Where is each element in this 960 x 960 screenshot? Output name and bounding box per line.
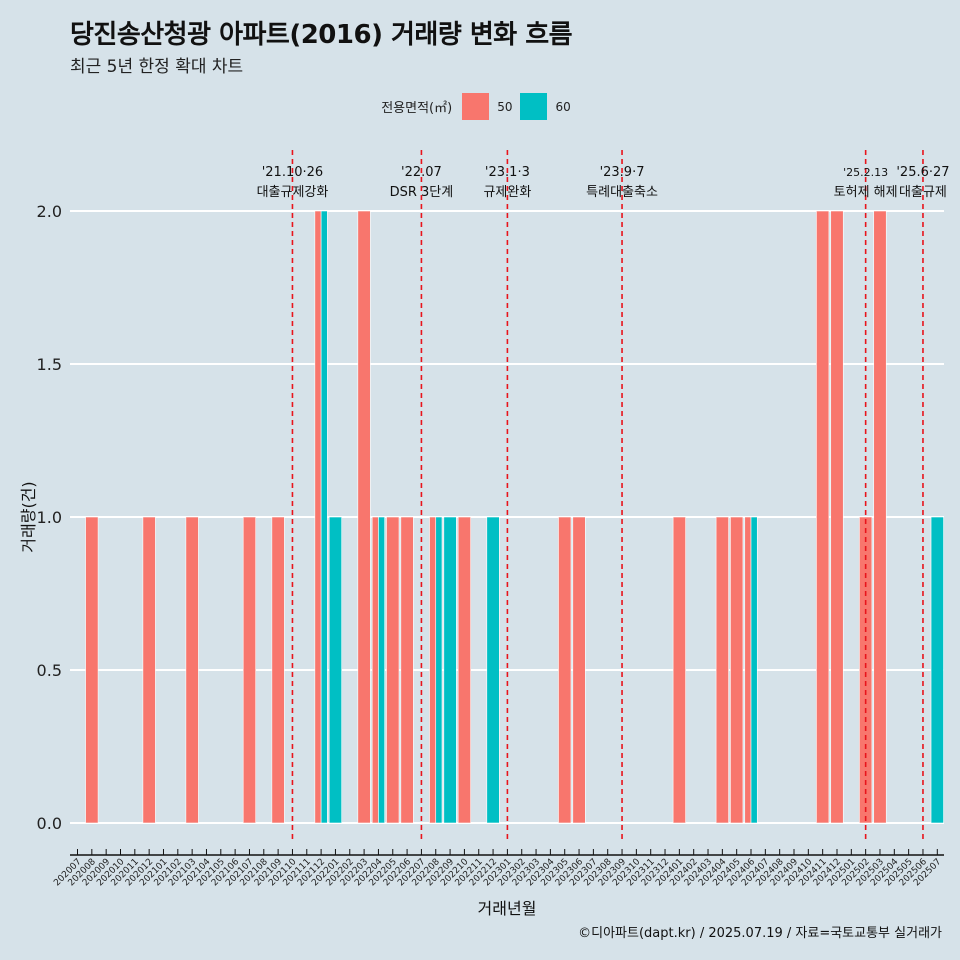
legend-label-50: 50 [497,99,513,114]
event-label-202301: 규제완화 [483,185,531,200]
event-date-202301: '23.1·3 [485,165,530,180]
bar-202212-60 [486,516,500,824]
bar-202107-50 [242,516,257,824]
event-label-202502: 토허제 해제 [834,185,898,200]
bar-202406-50 [744,516,752,824]
legend: 전용면적(㎡) 50 60 [0,93,960,120]
bar-202112-50 [314,210,322,824]
bar-202305-50 [558,516,572,824]
y-tick-label: 2.0 [37,202,62,221]
bar-202401-50 [672,516,686,824]
event-date-202207: '22.07 [401,165,442,180]
bar-202203-50 [357,210,371,824]
bar-202406-60 [750,516,758,824]
chart-subtitle: 최근 5년 한정 확대 차트 [70,57,244,77]
bar-202204-60 [378,516,385,824]
bar-202206-50 [400,516,414,824]
bar-202201-60 [328,516,342,824]
x-axis-title: 거래년월 [478,899,537,918]
bar-202008-50 [85,516,99,824]
chart-title: 당진송산청광 아파트(2016) 거래량 변화 흐름 [70,20,573,50]
event-label-202506: 대출규제 [899,185,947,200]
bar-202502-50 [859,516,873,824]
legend-key-50 [462,93,490,120]
bar-202306-50 [572,516,586,824]
legend-label-60: 60 [555,99,571,114]
event-date-202502: '25.2.13 [843,166,888,179]
y-tick-label: 0.0 [37,814,62,833]
bar-202210-50 [457,516,471,824]
event-label-202309: 특례대출축소 [586,185,658,200]
bar-202109-50 [271,516,285,824]
bar-202103-50 [185,516,199,824]
y-axis-title: 거래량(건) [19,481,38,552]
event-label-202207: DSR 3단계 [390,185,454,200]
event-label-202110: 대출규제강화 [257,185,329,200]
bar-202208-50 [429,516,437,824]
bar-202507-60 [930,516,944,824]
legend-key-60 [520,93,548,120]
bar-202412-50 [830,210,844,824]
bar-202404-50 [715,516,729,824]
bar-202503-50 [873,210,887,824]
bar-202112-60 [320,210,328,824]
legend-title: 전용면적(㎡) [381,101,453,116]
bar-202012-50 [142,516,156,824]
source-caption: ©디아파트(dapt.kr) / 2025.07.19 / 자료=국토교통부 실… [578,926,942,941]
bar-202205-50 [386,516,400,824]
bar-202208-60 [435,516,443,824]
bar-202209-60 [443,516,457,824]
event-date-202309: '23.9·7 [600,165,645,180]
y-tick-label: 1.0 [37,508,62,527]
y-tick-label: 0.5 [37,661,62,680]
bar-202405-50 [730,516,744,824]
bar-202204-50 [371,516,379,824]
event-date-202506: '25.6·27 [896,165,949,180]
y-tick-label: 1.5 [37,355,62,374]
event-date-202110: '21.10·26 [262,165,323,180]
bar-202411-50 [816,210,830,824]
